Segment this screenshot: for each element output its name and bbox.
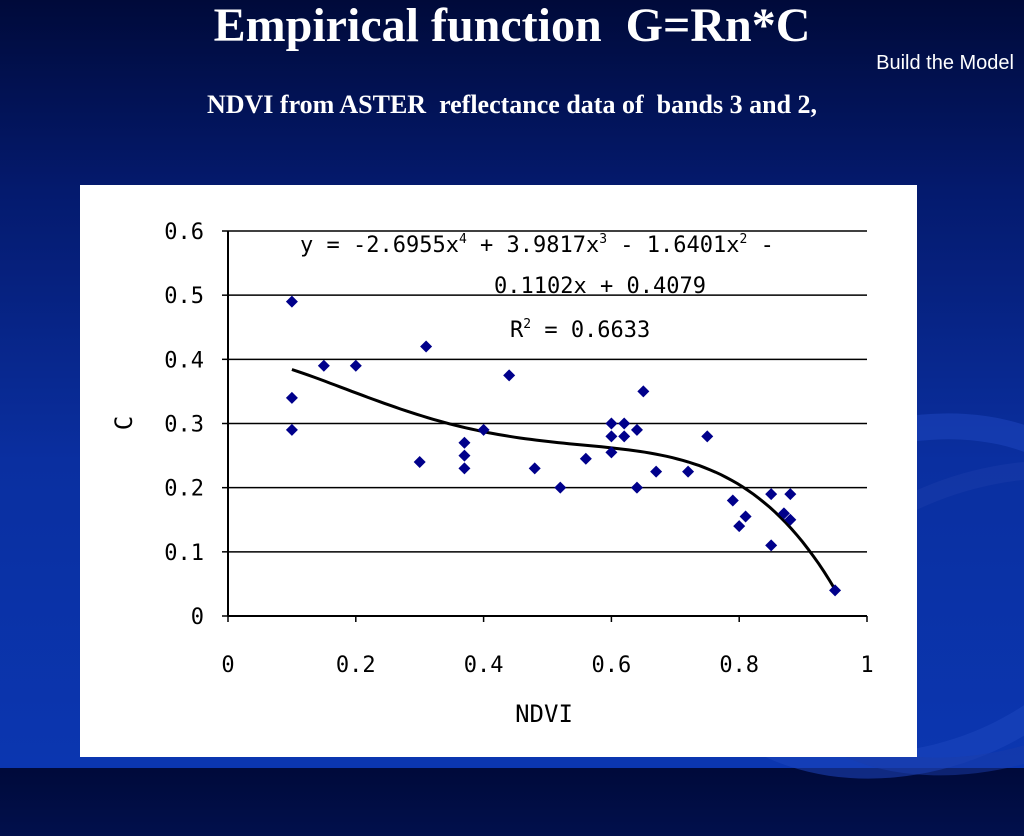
data-point [765, 488, 778, 501]
data-point [733, 520, 746, 533]
data-point [605, 446, 618, 459]
data-point [739, 510, 752, 523]
data-point [618, 417, 631, 430]
data-point [682, 465, 695, 478]
data-point [554, 481, 567, 494]
data-point [630, 481, 643, 494]
data-point [777, 507, 790, 520]
data-point [285, 295, 298, 308]
y-tick-label: 0.4 [164, 348, 204, 373]
x-axis-label: NDVI [515, 700, 573, 728]
x-tick-label: 0.8 [719, 653, 759, 678]
data-point [317, 359, 330, 372]
x-tick-label: 0.4 [464, 653, 504, 678]
data-point [784, 488, 797, 501]
data-point [618, 430, 631, 443]
r-squared-label: R2 = 0.6633 [510, 317, 650, 343]
data-point [420, 340, 433, 353]
slide-title: Empirical function G=Rn*C [213, 0, 811, 52]
data-point [458, 462, 471, 475]
data-point [630, 423, 643, 436]
x-tick-label: 0 [221, 653, 234, 678]
grid-lines [228, 230, 867, 553]
trend-equation-line2: 0.1102x + 0.4079 [494, 274, 706, 299]
data-point [579, 452, 592, 465]
y-tick-label: 0.2 [164, 477, 204, 502]
data-point [765, 539, 778, 552]
y-tick-label: 0.1 [164, 541, 204, 566]
axis-ticks: 0 0.1 0.2 0.3 0.4 0.5 0.6 0 0.2 0.4 0.6 0.8 1 [164, 220, 873, 678]
data-point [605, 417, 618, 430]
y-tick-label: 0.6 [164, 220, 204, 245]
y-tick-label: 0.5 [164, 284, 204, 309]
x-tick-label: 0.6 [592, 653, 632, 678]
data-point [701, 430, 714, 443]
y-tick-label: 0 [191, 605, 204, 630]
data-point [349, 359, 362, 372]
x-tick-label: 0.2 [336, 653, 376, 678]
data-point [637, 385, 650, 398]
data-point [458, 436, 471, 449]
x-tick-label: 1 [860, 653, 873, 678]
trendline-group [291, 368, 837, 591]
data-point [285, 391, 298, 404]
data-point [726, 494, 739, 507]
data-point [285, 423, 298, 436]
data-point [650, 465, 663, 478]
chart-panel: 0 0.1 0.2 0.3 0.4 0.5 0.6 0 0.2 0.4 0.6 0.8 1 y = -2… [80, 185, 917, 757]
data-point [503, 369, 516, 382]
data-point [605, 430, 618, 443]
y-axis-label: C [110, 416, 138, 430]
data-point [413, 456, 426, 468]
trend-equation-line1: y = -2.6955x4 + 3.9817x3 - 1.6401x2 - [300, 232, 774, 258]
y-tick-label: 0.3 [164, 413, 204, 438]
scatter-chart: 0 0.1 0.2 0.3 0.4 0.5 0.6 0 0.2 0.4 0.6 0.8 1 y = -2… [110, 220, 874, 728]
slide-subtitle: NDVI from ASTER reflectance data of band… [206, 90, 818, 119]
corner-label: Build the Model [876, 52, 1014, 74]
data-point [458, 449, 471, 462]
data-point [528, 462, 541, 475]
data-point [477, 423, 490, 436]
data-points [285, 295, 842, 597]
data-point [784, 513, 797, 526]
data-point [829, 584, 842, 597]
trendline [291, 368, 837, 591]
